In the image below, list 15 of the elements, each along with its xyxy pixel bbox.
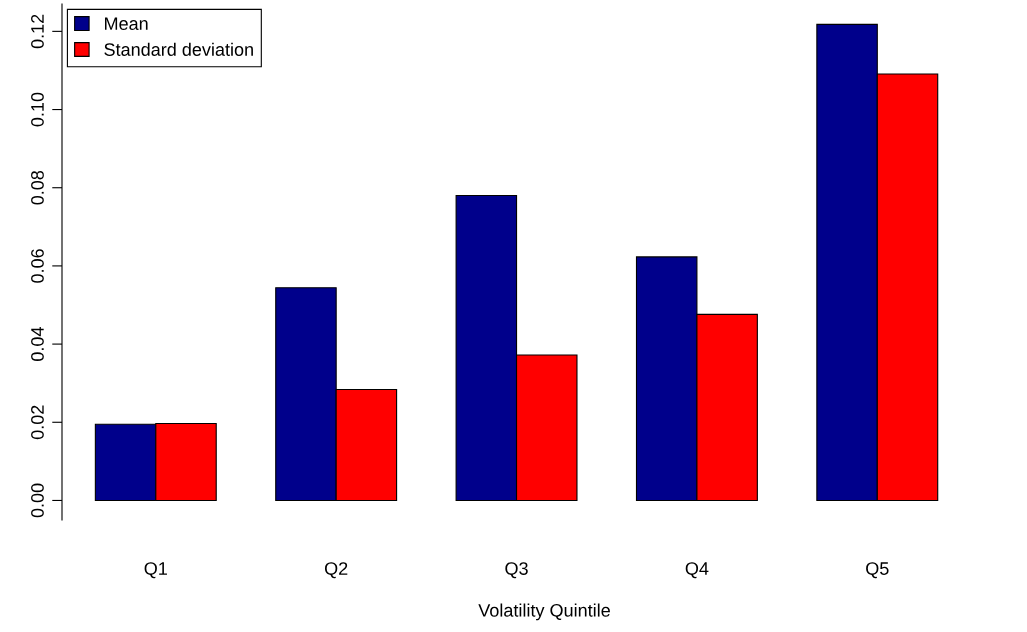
- x-axis-title: Volatility Quintile: [478, 603, 610, 621]
- y-tick-label: 0.08: [31, 170, 44, 205]
- y-tick-label: 0.04: [31, 327, 44, 361]
- legend-label: Mean: [105, 17, 148, 30]
- legend-label: Standard deviation: [104, 42, 253, 56]
- y-tick-label: 0.10: [31, 92, 44, 127]
- y-tick-label: 0.12: [31, 14, 44, 49]
- x-tick-label: Q2: [324, 562, 348, 579]
- y-tick-label: 0.06: [31, 249, 44, 283]
- y-tick-label: 0.00: [31, 483, 44, 518]
- x-tick-label: Q5: [866, 562, 889, 579]
- x-tick-label: Q4: [685, 562, 709, 579]
- x-tick-label: Q3: [505, 562, 528, 579]
- y-tick-label: 0.02: [31, 405, 44, 440]
- x-tick-label: Q1: [144, 562, 167, 579]
